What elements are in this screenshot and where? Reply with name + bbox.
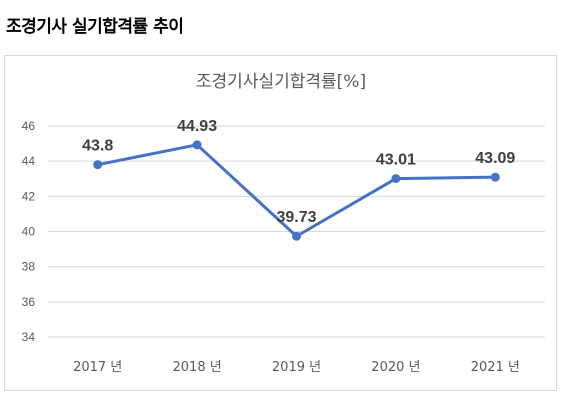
data-labels: 43.8 44.93 39.73 43.01 43.09 xyxy=(82,118,515,226)
y-tick-label: 40 xyxy=(22,225,36,239)
chart-title: 조경기사실기합격률[%] xyxy=(196,72,366,92)
data-point xyxy=(292,231,301,241)
grid-layer xyxy=(48,125,545,338)
data-label: 39.73 xyxy=(276,209,316,226)
series-layer xyxy=(93,140,500,241)
data-label: 43.09 xyxy=(475,150,515,167)
data-point xyxy=(192,140,202,150)
y-tick-label: 36 xyxy=(22,295,36,309)
data-point xyxy=(391,174,401,184)
data-point xyxy=(490,172,500,182)
x-tick-label: 2020 년 xyxy=(371,360,420,375)
y-axis-ticks: 34 36 38 40 42 44 46 xyxy=(22,119,36,344)
data-label: 44.93 xyxy=(177,118,217,135)
page-title: 조경기사 실기합격률 추이 xyxy=(6,17,184,37)
data-label: 43.01 xyxy=(376,152,416,169)
y-tick-label: 38 xyxy=(22,260,36,274)
y-tick-label: 44 xyxy=(22,154,36,168)
x-tick-label: 2019 년 xyxy=(272,360,321,375)
x-tick-label: 2017 년 xyxy=(73,360,122,375)
y-tick-label: 42 xyxy=(22,189,36,203)
x-axis-ticks: 2017 년 2018 년 2019 년 2020 년 2021 년 xyxy=(73,360,520,375)
x-tick-label: 2018 년 xyxy=(173,360,222,375)
data-label: 43.8 xyxy=(82,138,113,155)
data-point xyxy=(93,160,103,170)
y-tick-label: 46 xyxy=(22,119,36,133)
x-tick-label: 2021 년 xyxy=(471,360,520,375)
y-tick-label: 34 xyxy=(22,330,36,344)
